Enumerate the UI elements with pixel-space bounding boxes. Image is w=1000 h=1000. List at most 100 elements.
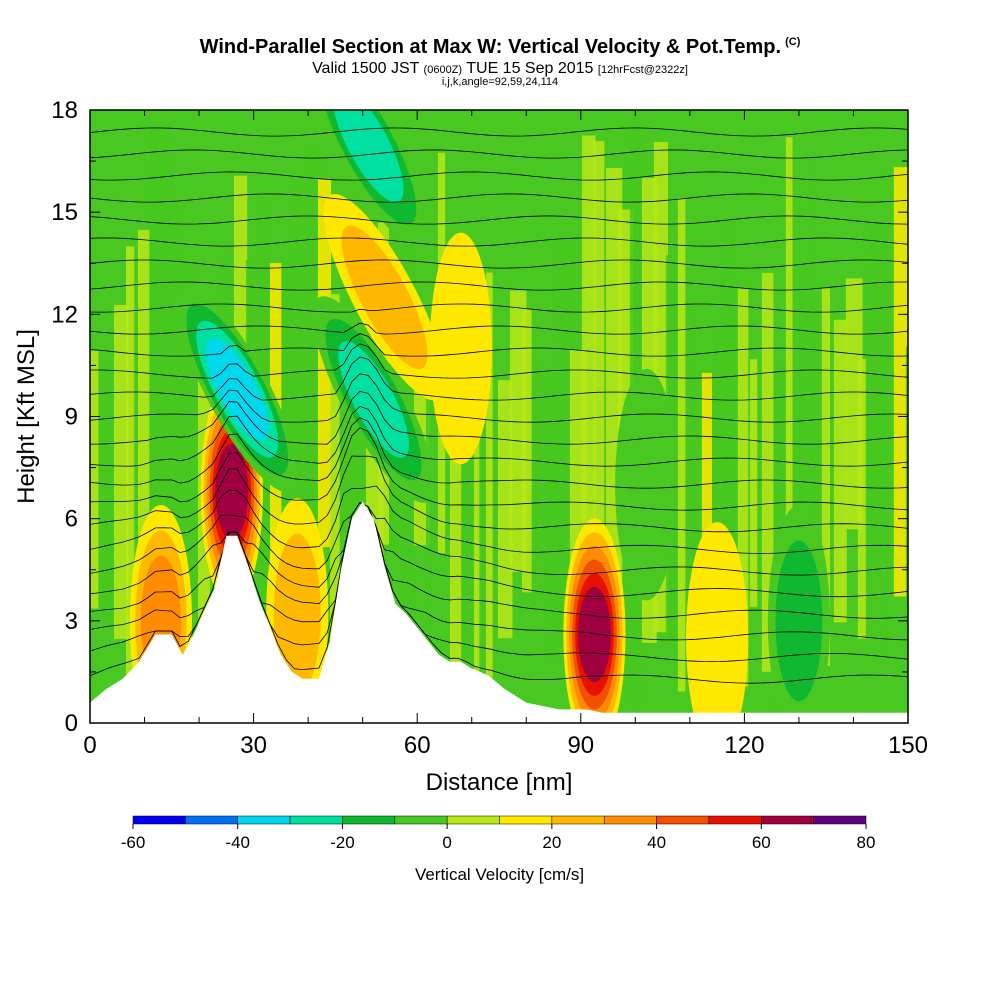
isentrope-line: [90, 455, 908, 533]
velocity-band: [797, 276, 804, 678]
y-tick-label: 3: [65, 608, 78, 635]
velocity-band: [761, 272, 774, 672]
colorbar-swatch: [446, 815, 500, 825]
velocity-cell: [312, 296, 435, 503]
isentrope-line: [90, 149, 908, 159]
velocity-band: [425, 360, 432, 716]
isentrope-line: [90, 215, 908, 225]
x-tick-label: 30: [240, 732, 267, 759]
isentrope-line: [90, 281, 908, 291]
x-tick-label: 150: [888, 732, 928, 759]
chart-title: Wind-Parallel Section at Max W: Vertical…: [199, 36, 801, 58]
velocity-band: [737, 288, 749, 687]
colorbar-swatch: [342, 815, 396, 825]
colorbar-label: Vertical Velocity [cm/s]: [415, 865, 584, 884]
velocity-band: [785, 137, 793, 610]
x-tick-label: 60: [404, 732, 431, 759]
velocity-band: [533, 359, 541, 543]
isentrope-line: [90, 427, 908, 511]
velocity-band: [125, 246, 135, 708]
velocity-band: [821, 288, 831, 666]
velocity-band: [293, 180, 301, 675]
cell-level: [206, 338, 269, 441]
velocity-band: [485, 272, 493, 706]
grid-info: i,j,k,angle=92,59,24,114: [441, 76, 559, 88]
x-tick-label: 90: [567, 732, 594, 759]
isentrope-line: [90, 373, 908, 423]
velocity-band: [893, 167, 908, 597]
velocity-band: [90, 350, 99, 609]
isentrope-line: [90, 333, 908, 357]
y-tick-label: 18: [51, 97, 78, 124]
velocity-band: [161, 122, 170, 633]
isentrope-line: [90, 303, 908, 313]
colorbar-swatch: [499, 815, 553, 825]
velocity-band: [725, 219, 737, 538]
x-tick-label: 0: [83, 732, 96, 759]
chart-subtitle: Valid 1500 JST (0600Z) TUE 15 Sep 2015 […: [312, 60, 688, 77]
velocity-band: [185, 261, 195, 522]
colorbar-swatch: [761, 815, 814, 825]
colorbar-swatch: [813, 815, 867, 825]
isentrope-line: [90, 127, 908, 137]
velocity-band: [701, 372, 712, 618]
y-tick-label: 6: [65, 506, 78, 533]
y-tick-label: 9: [65, 404, 78, 431]
colorbar-swatch: [603, 815, 657, 825]
y-axis: 0 3 6 9 12 15 18: [51, 97, 908, 737]
velocity-band: [809, 150, 816, 575]
cell-level: [615, 368, 678, 601]
isentrope-line: [90, 390, 908, 445]
isentrope-line: [90, 343, 908, 379]
colorbar-swatch: [237, 815, 291, 825]
velocity-band: [449, 306, 462, 713]
y-tick-label: 12: [51, 301, 78, 328]
velocity-band: [689, 296, 696, 616]
x-tick-label: 120: [724, 732, 764, 759]
velocity-band: [461, 319, 471, 651]
velocity-band: [881, 295, 890, 651]
isentrope-line: [90, 259, 908, 269]
velocity-band: [749, 359, 758, 607]
x-axis-label: Distance [nm]: [426, 769, 573, 796]
colorbar-tick-label: 20: [542, 833, 561, 852]
plot-area: [90, 110, 908, 723]
colorbar-swatch: [185, 815, 238, 825]
isentrope-line: [90, 193, 908, 203]
colorbar-swatch: [656, 815, 710, 825]
velocity-band: [857, 358, 866, 639]
colorbar-tick-label: -60: [121, 833, 146, 852]
isentrope-line: [90, 501, 908, 576]
colorbar-swatch: [394, 815, 448, 825]
velocity-band: [173, 199, 183, 611]
cell-level: [332, 110, 404, 203]
colorbar-tick-label: 40: [647, 833, 666, 852]
isentrope-line: [90, 322, 908, 335]
velocity-band: [581, 135, 596, 622]
isentrope-line: [90, 171, 908, 181]
velocity-band: [137, 229, 150, 691]
velocity-band: [353, 380, 364, 528]
velocity-band: [905, 346, 908, 604]
velocity-cell: [307, 110, 430, 248]
velocity-band: [113, 304, 129, 640]
velocity-band: [281, 259, 293, 552]
velocity-cell: [767, 505, 831, 723]
velocity-cell: [686, 522, 749, 723]
velocity-cell: [615, 368, 678, 601]
velocity-band: [677, 198, 686, 692]
colorbar-tick-label: -20: [330, 833, 355, 852]
x-axis: 0 30 60 90 120 150: [83, 110, 928, 759]
cell-level: [273, 533, 321, 695]
colorbar-swatch: [551, 815, 605, 825]
colorbar-tick-label: 0: [442, 833, 451, 852]
cell-level: [686, 522, 749, 723]
velocity-band: [713, 319, 729, 589]
isentrope-line: [90, 405, 908, 467]
colorbar-tick-label: 80: [857, 833, 876, 852]
velocity-band: [833, 319, 847, 623]
velocity-band: [329, 294, 340, 719]
y-axis-label: Height [Kft MSL]: [13, 329, 40, 504]
velocity-band: [497, 380, 513, 639]
